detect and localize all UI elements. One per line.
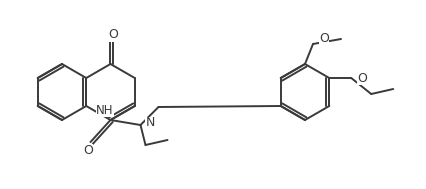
Text: N: N xyxy=(146,116,155,129)
Text: O: O xyxy=(357,71,367,84)
Text: O: O xyxy=(319,33,329,46)
Text: O: O xyxy=(83,143,93,156)
Text: O: O xyxy=(109,29,118,42)
Text: NH: NH xyxy=(96,104,114,116)
